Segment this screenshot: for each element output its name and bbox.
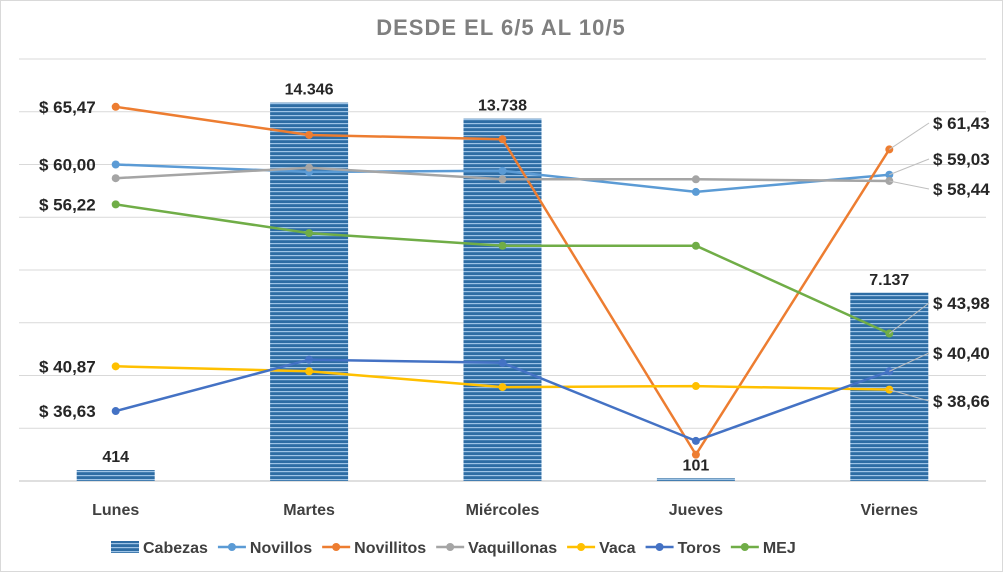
bars [76,102,929,481]
point-vaquillonas [305,163,314,172]
point-toros [498,358,507,367]
legend-label: Cabezas [143,540,208,557]
chart-title: DESDE EL 6/5 AL 10/5 [376,15,625,40]
category-label: Viernes [861,502,919,519]
point-mej [498,241,507,250]
legend-label: MEJ [763,540,796,557]
price-label-left: $ 65,47 [39,98,96,117]
legend-swatch-marker [446,543,455,551]
label-leader [889,389,930,402]
point-vaquillonas [691,175,700,184]
category-label: Jueves [669,502,723,519]
price-label-left: $ 60,00 [39,156,96,175]
price-labels: $ 65,47 $ 60,00 $ 56,22 $ 40,87 $ 36,63 $ 61,… [39,98,990,421]
point-vaquillonas [498,175,507,184]
point-novillos [111,160,120,169]
legend-label: Vaca [599,540,636,557]
label-leader [889,180,930,190]
legend-label: Toros [678,540,721,557]
point-toros [691,436,700,445]
legend-swatch-marker [577,543,586,551]
label-leader [888,302,930,334]
legend-swatch-marker [332,543,341,551]
legend-label: Novillos [250,540,312,557]
point-mej [305,229,314,238]
point-toros [305,355,314,364]
point-mej [691,241,700,250]
category-label: Martes [283,502,335,519]
bar-martes [270,102,349,481]
legend-swatch-marker [740,543,749,551]
legend-swatch-marker [227,543,236,551]
bar-value-label: 13.738 [478,98,527,115]
category-label: Miércoles [466,502,540,519]
bar-value-labels: 414 14.346 13.738 101 7.137 [102,82,909,475]
point-vaca [498,383,507,392]
point-novillitos [498,135,507,144]
bar-jueves [656,478,735,481]
label-leader [889,158,930,176]
legend: Cabezas Novillos Novillitos Vaquillonas Vaca… [111,540,796,557]
legend-label: Vaquillonas [468,540,557,557]
label-leader [889,352,930,372]
legend-swatch-marker [655,543,664,551]
point-novillitos [691,450,700,459]
label-leader [889,122,930,150]
point-novillitos [111,102,120,111]
legend-swatch-bar [111,541,139,553]
bar-value-label: 414 [102,449,129,466]
bar-value-label: 7.137 [869,272,909,289]
legend-label: Novillitos [354,540,426,557]
point-novillitos [305,130,314,139]
price-label-left: $ 36,63 [39,402,96,421]
point-mej [111,200,120,209]
category-label: Lunes [92,502,139,519]
price-label-right: $ 38,66 [933,392,990,411]
point-toros [111,407,120,416]
category-labels: Lunes Martes Miércoles Jueves Viernes [92,502,918,519]
price-label-right: $ 43,98 [933,294,990,313]
point-vaca [111,362,120,371]
point-vaca [305,367,314,376]
point-vaquillonas [111,174,120,183]
bar-value-label: 14.346 [285,82,334,99]
price-label-right: $ 59,03 [933,150,990,169]
price-lines [111,102,894,459]
price-label-left: $ 56,22 [39,195,96,214]
price-label-right: $ 58,44 [933,180,990,199]
price-label-right: $ 61,43 [933,114,990,133]
point-novillos [691,187,700,196]
price-label-left: $ 40,87 [39,357,96,376]
point-vaca [691,382,700,391]
bar-value-label: 101 [683,457,710,474]
point-novillos [498,166,507,175]
price-label-right: $ 40,40 [933,344,990,363]
bar-lunes [76,470,155,481]
